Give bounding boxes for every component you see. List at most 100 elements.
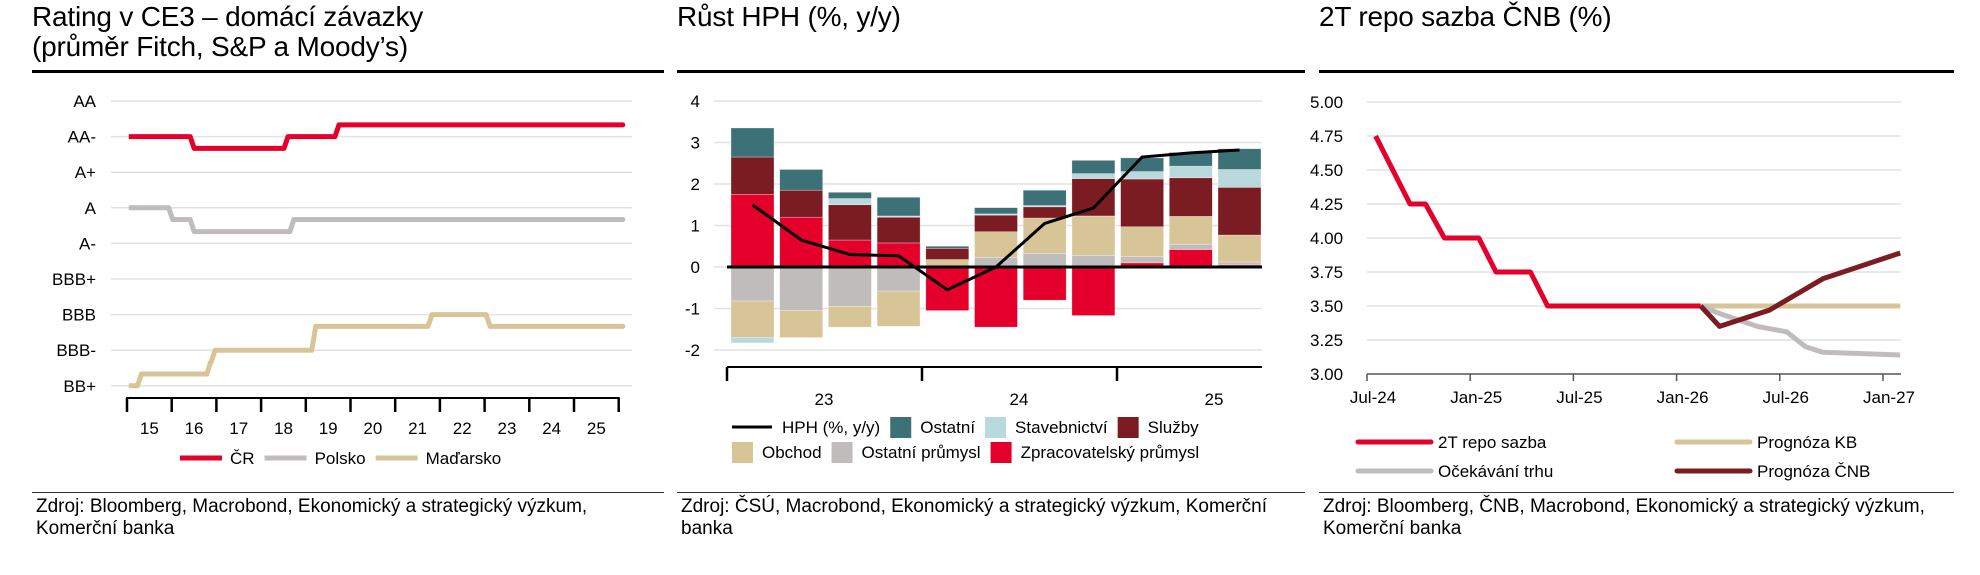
panel-title: Růst HPH (%, y/y) xyxy=(677,2,901,32)
bar-segment xyxy=(1071,266,1116,316)
legend-label: Prognóza ČNB xyxy=(1757,462,1870,481)
y-tick-label: 4.50 xyxy=(1310,161,1343,180)
x-tick-label: Jul-24 xyxy=(1350,388,1396,407)
x-tick-label: 20 xyxy=(363,419,382,438)
bar-segment xyxy=(1071,178,1116,217)
y-tick-label: 5.00 xyxy=(1310,93,1343,112)
y-tick-label: 3.75 xyxy=(1310,263,1343,282)
bar-segment xyxy=(974,207,1018,215)
y-tick-label: 3 xyxy=(691,134,700,153)
bar-segment xyxy=(779,189,824,218)
series-line-čr xyxy=(128,122,626,151)
legend-label: Ostatní xyxy=(920,418,975,437)
bar-segment xyxy=(876,290,921,327)
hph-line xyxy=(751,148,1240,292)
title-line-1: Růst HPH (%, y/y) xyxy=(677,1,901,32)
y-tick-label: 3.00 xyxy=(1310,365,1343,384)
bar-segment xyxy=(1120,226,1164,257)
x-tick-label: 25 xyxy=(1205,390,1224,409)
x-tick-label: Jan-25 xyxy=(1450,388,1502,407)
bar-segment xyxy=(1022,266,1067,301)
legend-label: Stavebnictví xyxy=(1015,418,1108,437)
y-tick-label: A- xyxy=(79,234,96,253)
series-line xyxy=(1373,134,1701,309)
bar-segment xyxy=(876,196,921,217)
panel-gdp: Růst HPH (%, y/y) Zdroj: ČSÚ, Macrobond,… xyxy=(677,0,1305,575)
bar-segment xyxy=(828,306,872,328)
y-tick-label: 4 xyxy=(691,92,700,111)
x-tick-label: 17 xyxy=(229,419,248,438)
x-tick-label: 22 xyxy=(453,419,472,438)
bar-segment xyxy=(1169,177,1213,217)
title-rule xyxy=(1319,70,1954,73)
x-tick-label: Jul-26 xyxy=(1763,388,1809,407)
legend-swatch xyxy=(831,442,853,463)
y-tick-label: BBB xyxy=(62,306,96,325)
y-tick-label: BBB+ xyxy=(52,270,96,289)
bar-segment xyxy=(1217,187,1262,236)
bar-segment xyxy=(974,266,1018,328)
bar-segment xyxy=(779,169,824,191)
series-line-polsko xyxy=(128,205,626,235)
y-tick-label: 4.75 xyxy=(1310,127,1343,146)
bar-segment xyxy=(1120,178,1164,228)
y-tick-label: AA xyxy=(73,92,96,111)
x-tick-label: 18 xyxy=(274,419,293,438)
x-tick-label: 21 xyxy=(408,419,427,438)
bar-segment xyxy=(1217,234,1262,263)
bar-segment xyxy=(1217,148,1262,170)
y-tick-label: 2 xyxy=(691,175,700,194)
panel-rating: Rating v CE3 – domácí závazky (průměr Fi… xyxy=(32,0,664,575)
bar-segment xyxy=(828,192,872,199)
bar-segment xyxy=(876,216,921,244)
bar-segment xyxy=(730,156,775,195)
title-rule xyxy=(32,70,664,73)
x-tick-label: 24 xyxy=(542,419,561,438)
y-tick-label: -2 xyxy=(685,341,700,360)
bar-segment xyxy=(1022,189,1067,206)
y-tick-label: 0 xyxy=(691,258,700,277)
panel-title: 2T repo sazba ČNB (%) xyxy=(1319,2,1612,32)
bar-segment xyxy=(1071,160,1116,174)
source-rule xyxy=(1319,492,1954,493)
bar-segment xyxy=(779,310,824,338)
y-tick-label: 1 xyxy=(691,217,700,236)
x-tick-label: 23 xyxy=(815,390,834,409)
title-line-1: Rating v CE3 – domácí závazky xyxy=(32,1,424,32)
source-note: Zdroj: ČSÚ, Macrobond, Ekonomický a stra… xyxy=(681,496,1268,539)
legend-label: Ostatní průmysl xyxy=(862,443,981,462)
y-tick-label: AA- xyxy=(68,128,96,147)
y-tick-label: -1 xyxy=(685,300,700,319)
bar-segment xyxy=(828,204,872,241)
title-line-2: (průměr Fitch, S&P a Moody’s) xyxy=(32,31,408,62)
legend-swatch xyxy=(990,442,1012,463)
source-note: Zdroj: Bloomberg, ČNB, Macrobond, Ekonom… xyxy=(1323,496,1925,539)
panel-repo: 2T repo sazba ČNB (%) Zdroj: Bloomberg, … xyxy=(1319,0,1954,575)
x-tick-label: Jan-27 xyxy=(1863,388,1915,407)
legend-swatch xyxy=(985,417,1007,438)
source-rule xyxy=(32,492,664,493)
legend-label: Obchod xyxy=(762,443,822,462)
legend-label: ČR xyxy=(230,449,255,468)
legend-label: Očekávání trhu xyxy=(1438,462,1553,481)
y-tick-label: 4.25 xyxy=(1310,195,1343,214)
y-tick-label: BBB- xyxy=(56,341,96,360)
series-line-maďarsko xyxy=(128,312,626,389)
y-tick-label: 3.25 xyxy=(1310,331,1343,350)
legend-label: Služby xyxy=(1148,418,1200,437)
y-tick-label: BB+ xyxy=(63,377,96,396)
series-line xyxy=(1699,303,1901,358)
bar-segment xyxy=(730,266,775,302)
legend-label: Zpracovatelský průmysl xyxy=(1021,443,1200,462)
bar-segment xyxy=(1169,216,1213,245)
title-line-1: 2T repo sazba ČNB (%) xyxy=(1319,1,1612,32)
panel-title: Rating v CE3 – domácí závazky (průměr Fi… xyxy=(32,2,423,62)
x-tick-label: Jul-25 xyxy=(1556,388,1602,407)
legend-swatch xyxy=(1117,417,1139,438)
x-tick-label: 23 xyxy=(497,419,516,438)
legend-label: HPH (%, y/y) xyxy=(782,418,880,437)
bar-segment xyxy=(876,266,921,292)
